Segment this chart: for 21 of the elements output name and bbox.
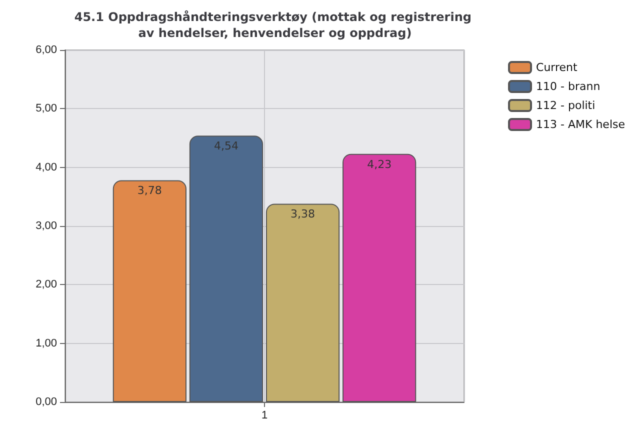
y-tick-label: 2,00: [36, 278, 57, 291]
data-label: 3,78: [137, 184, 162, 198]
data-label: 4,23: [367, 158, 392, 171]
bar: [342, 154, 416, 402]
y-tick-label: 6,00: [36, 44, 57, 56]
y-tick-label: 0,00: [36, 396, 57, 408]
legend-label: Current: [536, 61, 578, 74]
y-tick-label: 4,00: [36, 161, 57, 174]
data-label: 3,38: [290, 208, 316, 221]
legend-label: 112 - politi: [536, 99, 596, 112]
y-tick-label: 5,00: [36, 102, 57, 115]
x-tick-label: 1: [261, 410, 268, 422]
legend-label: 113 - AMK helse: [536, 118, 626, 131]
legend-label: 110 - brann: [536, 80, 600, 93]
y-tick-label: 1,00: [36, 337, 57, 350]
bar: [266, 204, 340, 402]
data-label: 4,54: [214, 140, 238, 153]
chart-title: 45.1 Oppdragshåndteringsverktøy (mottak og registrering av hendelser, henvendelser og oppdrag): [74, 10, 476, 40]
bar: [112, 180, 186, 402]
y-tick-label: 3,00: [36, 220, 57, 232]
bar: [189, 136, 264, 402]
